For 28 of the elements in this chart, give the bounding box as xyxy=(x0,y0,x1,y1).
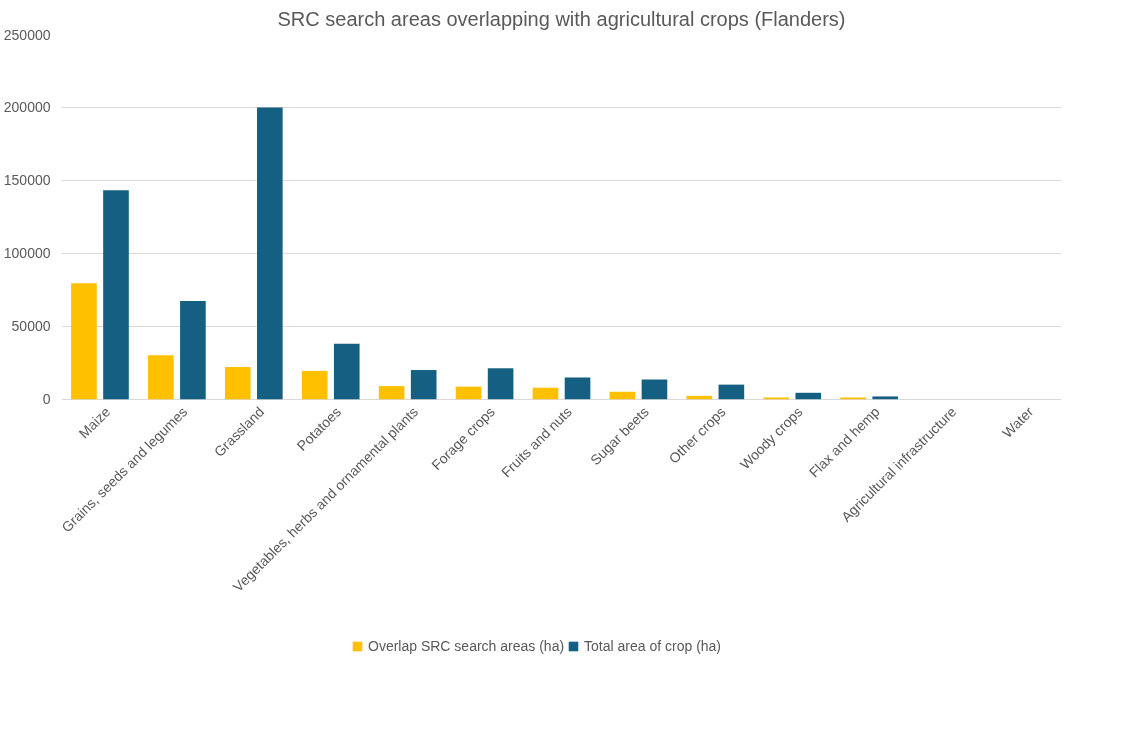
legend-label: Total area of crop (ha) xyxy=(584,638,722,654)
y-tick-label: 150000 xyxy=(3,172,51,189)
bar xyxy=(410,370,437,400)
bar xyxy=(180,301,206,400)
bar xyxy=(641,379,668,400)
y-tick-label: 250000 xyxy=(3,26,51,43)
bar xyxy=(333,343,360,400)
bar xyxy=(564,377,591,400)
y-tick-label: 200000 xyxy=(3,99,51,116)
bar xyxy=(872,396,899,400)
bar xyxy=(257,107,283,400)
bar xyxy=(487,368,514,400)
chart-title: SRC search areas overlapping with agricultural crops (Flanders) xyxy=(277,7,846,30)
bar xyxy=(455,386,482,400)
bar xyxy=(148,355,174,400)
bar xyxy=(609,391,636,400)
bar xyxy=(301,370,328,400)
bar xyxy=(795,392,822,400)
bar xyxy=(71,283,97,400)
legend-label: Overlap SRC search areas (ha) xyxy=(368,638,565,654)
y-tick-label: 50000 xyxy=(11,318,51,335)
y-tick-label: 0 xyxy=(42,391,51,408)
y-tick-label: 100000 xyxy=(3,245,51,262)
bar xyxy=(718,384,745,400)
bar xyxy=(532,387,559,400)
bar xyxy=(378,386,405,400)
bar xyxy=(103,190,129,400)
bar xyxy=(224,366,251,400)
